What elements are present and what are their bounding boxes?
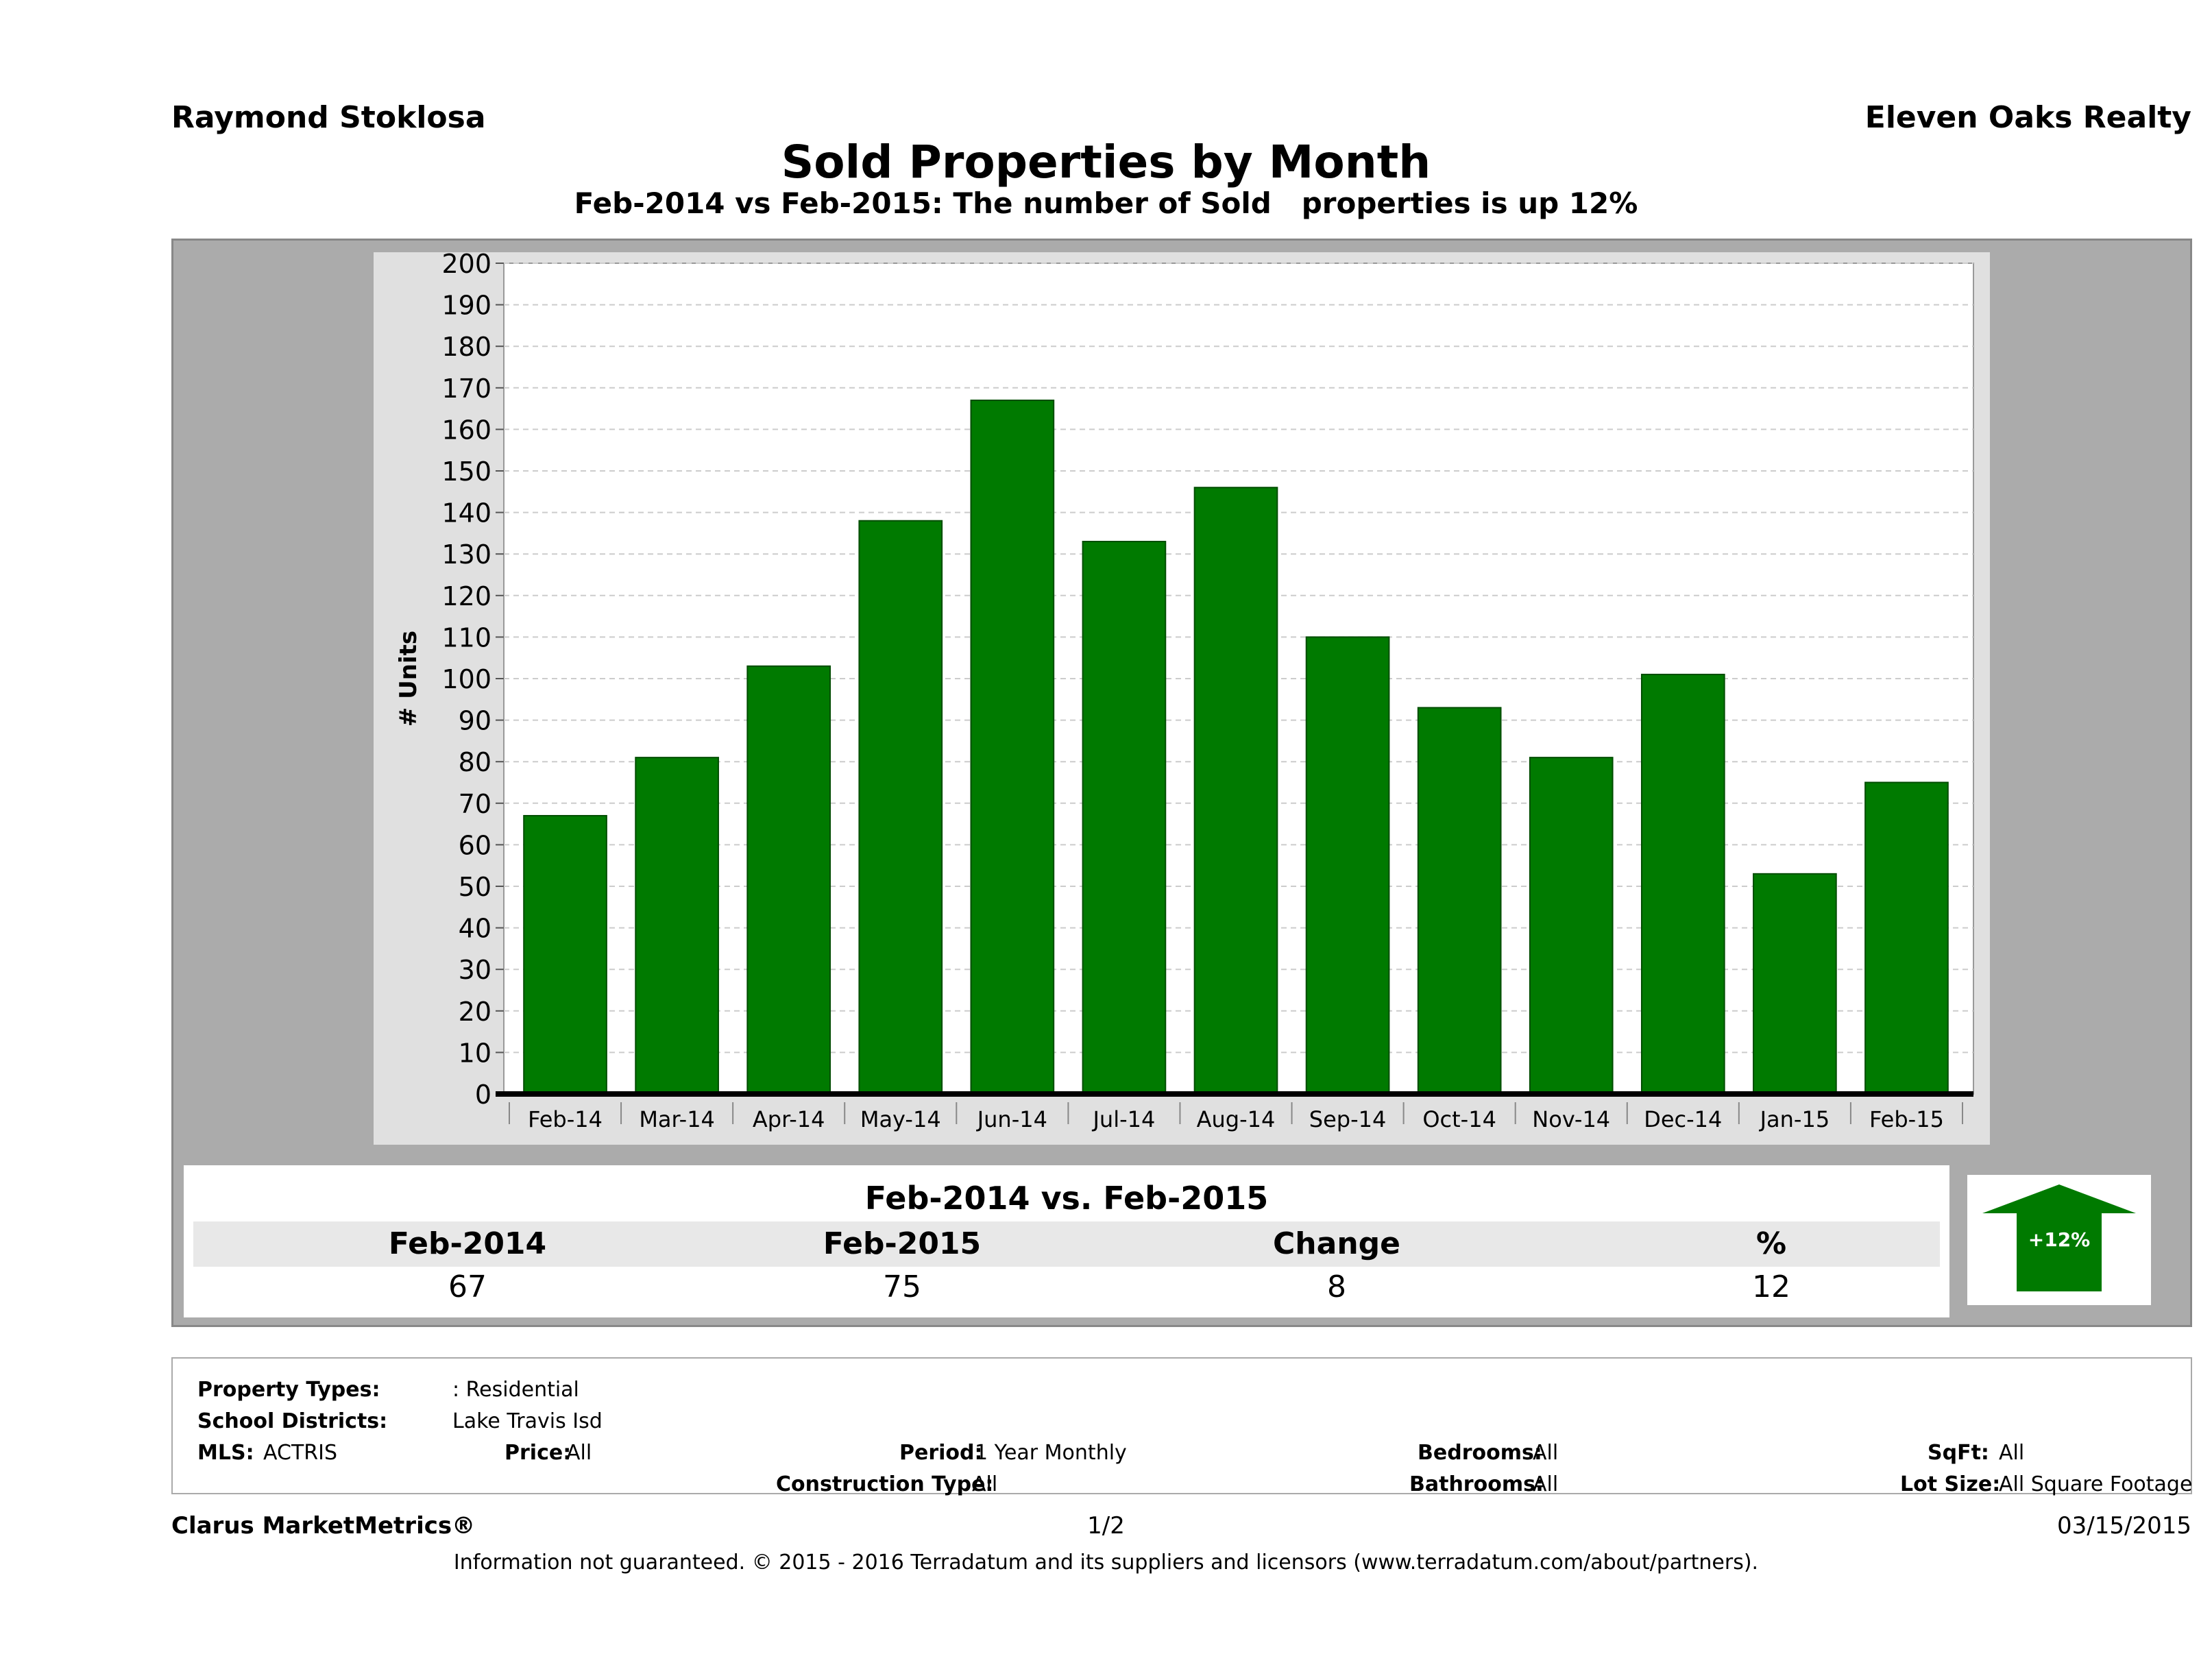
- bar-mar-14: [635, 757, 719, 1095]
- x-tick-label: Oct-14: [1422, 1106, 1496, 1132]
- y-tick-label: 60: [459, 830, 491, 860]
- value-feb-2015: 75: [883, 1269, 921, 1304]
- y-tick-label: 10: [459, 1038, 491, 1068]
- report-date: 03/15/2015: [2057, 1512, 2191, 1540]
- x-tick-label: Feb-14: [528, 1106, 603, 1132]
- up-arrow-icon: +12%: [1982, 1184, 2136, 1291]
- report-subtitle: Feb-2014 vs Feb-2015: The number of Sold…: [574, 186, 1638, 220]
- bar-nov-14: [1529, 757, 1614, 1095]
- bar-jun-14: [970, 399, 1055, 1095]
- price-label: Price:: [505, 1441, 572, 1465]
- school-districts-label: School Districts:: [197, 1409, 388, 1433]
- y-tick-label: 80: [459, 747, 491, 777]
- mls-value: ACTRIS: [263, 1441, 338, 1465]
- bar-aug-14: [1193, 487, 1278, 1095]
- sqft-value: All: [1999, 1441, 2025, 1465]
- bar-jul-14: [1082, 541, 1167, 1095]
- x-tick-label: Jan-15: [1759, 1106, 1830, 1132]
- bar-may-14: [858, 520, 943, 1095]
- bathrooms-label: Bathrooms:: [1409, 1472, 1544, 1496]
- comparison-value-row: 67 75 8 12: [193, 1268, 1940, 1306]
- header-change: Change: [1273, 1226, 1400, 1261]
- x-tick-label: Sep-14: [1309, 1106, 1387, 1132]
- y-tick-label: 20: [459, 997, 491, 1027]
- x-tick-label: Dec-14: [1644, 1106, 1722, 1132]
- y-tick-label: 130: [441, 539, 491, 570]
- x-tick-label: Feb-15: [1869, 1106, 1944, 1132]
- page-number: 1/2: [1087, 1512, 1125, 1540]
- footer-brand: Clarus MarketMetrics®: [171, 1512, 476, 1540]
- report-title: Sold Properties by Month: [781, 136, 1431, 189]
- y-tick-label: 180: [441, 332, 491, 362]
- y-tick-label: 140: [441, 498, 491, 528]
- y-tick-label: 150: [441, 457, 491, 487]
- value-feb-2014: 67: [448, 1269, 487, 1304]
- company-name: Eleven Oaks Realty: [1864, 100, 2191, 135]
- x-tick-label: Aug-14: [1197, 1106, 1276, 1132]
- period-label: Period:: [899, 1441, 983, 1465]
- header-feb-2015: Feb-2015: [823, 1226, 982, 1261]
- bar-feb-15: [1864, 781, 1949, 1095]
- comparison-title: Feb-2014 vs. Feb-2015: [193, 1175, 1940, 1221]
- bathrooms-value: All: [1533, 1472, 1559, 1496]
- bar-jan-15: [1753, 873, 1837, 1095]
- y-tick-label: 30: [459, 955, 491, 985]
- bar-apr-14: [746, 665, 831, 1095]
- mls-label: MLS:: [197, 1441, 254, 1465]
- bar-sep-14: [1305, 636, 1390, 1095]
- construction-type-value: All: [972, 1472, 998, 1496]
- y-tick-label: 190: [441, 291, 491, 321]
- x-tick-label: Jun-14: [976, 1106, 1047, 1132]
- agent-name: Raymond Stoklosa: [171, 100, 486, 135]
- y-tick-label: 120: [441, 581, 491, 611]
- x-tick-label: Mar-14: [639, 1106, 715, 1132]
- bar-dec-14: [1640, 673, 1725, 1095]
- criteria-box: Property Types: : Residential School Dis…: [171, 1357, 2193, 1496]
- school-districts-value: Lake Travis Isd: [452, 1409, 603, 1433]
- badge-text: +12%: [2028, 1228, 2090, 1251]
- period-value: 1 Year Monthly: [975, 1441, 1127, 1465]
- y-axis-label: # Units: [395, 631, 422, 727]
- header-feb-2014: Feb-2014: [388, 1226, 547, 1261]
- construction-type-label: Construction Type:: [776, 1472, 994, 1496]
- y-tick-label: 160: [441, 415, 491, 445]
- y-tick-label: 40: [459, 914, 491, 944]
- x-tick-label: Nov-14: [1532, 1106, 1610, 1132]
- bedrooms-value: All: [1533, 1441, 1559, 1465]
- property-types-label: Property Types:: [197, 1378, 380, 1402]
- bar-chart: 0 10 20 30 40 50 60 70 80 90 100 110 120 130 140 150 160…: [395, 252, 1974, 1132]
- header-percent: %: [1755, 1226, 1787, 1261]
- price-value: All: [566, 1441, 592, 1465]
- y-tick-label: 110: [441, 622, 491, 653]
- bar-feb-14: [523, 814, 607, 1095]
- y-tick-label: 50: [459, 872, 491, 902]
- property-types-value: : Residential: [452, 1378, 579, 1402]
- lot-size-label: Lot Size:: [1900, 1472, 2001, 1496]
- sqft-label: SqFt:: [1928, 1441, 1989, 1465]
- bedrooms-label: Bedrooms:: [1418, 1441, 1542, 1465]
- lot-size-value: All Square Footage: [1999, 1472, 2193, 1496]
- y-tick-label: 200: [441, 252, 491, 279]
- value-change: 8: [1327, 1269, 1346, 1304]
- y-tick-label: 0: [475, 1080, 491, 1110]
- y-tick-label: 90: [459, 706, 491, 736]
- y-tick-label: 100: [441, 664, 491, 694]
- comparison-header-row: Feb-2014 Feb-2015 Change %: [193, 1221, 1940, 1267]
- x-tick-label: Apr-14: [753, 1106, 825, 1132]
- y-tick-label: 70: [459, 789, 491, 819]
- change-badge: +12%: [1967, 1175, 2151, 1305]
- disclaimer: Information not guaranteed. © 2015 - 201…: [453, 1551, 1759, 1574]
- value-percent: 12: [1752, 1269, 1790, 1304]
- y-tick-label: 170: [441, 374, 491, 404]
- x-tick-label: May-14: [860, 1106, 941, 1132]
- x-tick-label: Jul-14: [1091, 1106, 1155, 1132]
- chart-panel: 0 10 20 30 40 50 60 70 80 90 100 110 120 130 140 150 160…: [374, 252, 1990, 1145]
- bar-oct-14: [1417, 707, 1502, 1095]
